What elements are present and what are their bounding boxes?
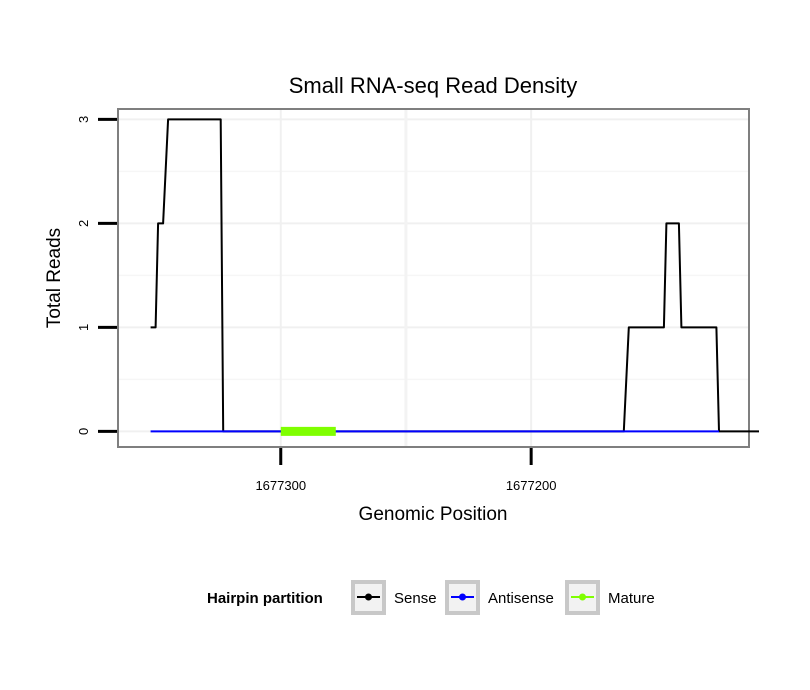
legend-key-point (459, 593, 466, 601)
y-tick-label: 0 (76, 428, 91, 435)
series-line-sense (150, 118, 759, 433)
legend-title: Hairpin partition (207, 590, 323, 607)
legend-label-sense: Sense (394, 590, 437, 607)
plot-panel-border (117, 108, 750, 448)
legend-label-antisense: Antisense (488, 590, 554, 607)
legend-label-mature: Mature (608, 590, 655, 607)
y-tick-label: 3 (76, 116, 91, 123)
y-tick-label: 2 (76, 220, 91, 227)
legend-key-point (579, 593, 586, 601)
x-tick-label: 1677200 (506, 478, 557, 493)
x-axis-ticks: 1677300 1677200 (255, 448, 556, 493)
y-axis-title: Total Reads (44, 228, 65, 328)
y-axis-ticks: 0 1 2 3 (76, 116, 117, 435)
legend-key-point (365, 593, 372, 601)
y-tick-label: 1 (76, 324, 91, 331)
series-lines (150, 118, 759, 436)
x-axis-title: Genomic Position (359, 504, 508, 525)
chart-title: Small RNA-seq Read Density (289, 73, 578, 98)
legend: Hairpin partition Sense Antisense Mature (207, 580, 655, 615)
x-tick-label: 1677300 (255, 478, 306, 493)
